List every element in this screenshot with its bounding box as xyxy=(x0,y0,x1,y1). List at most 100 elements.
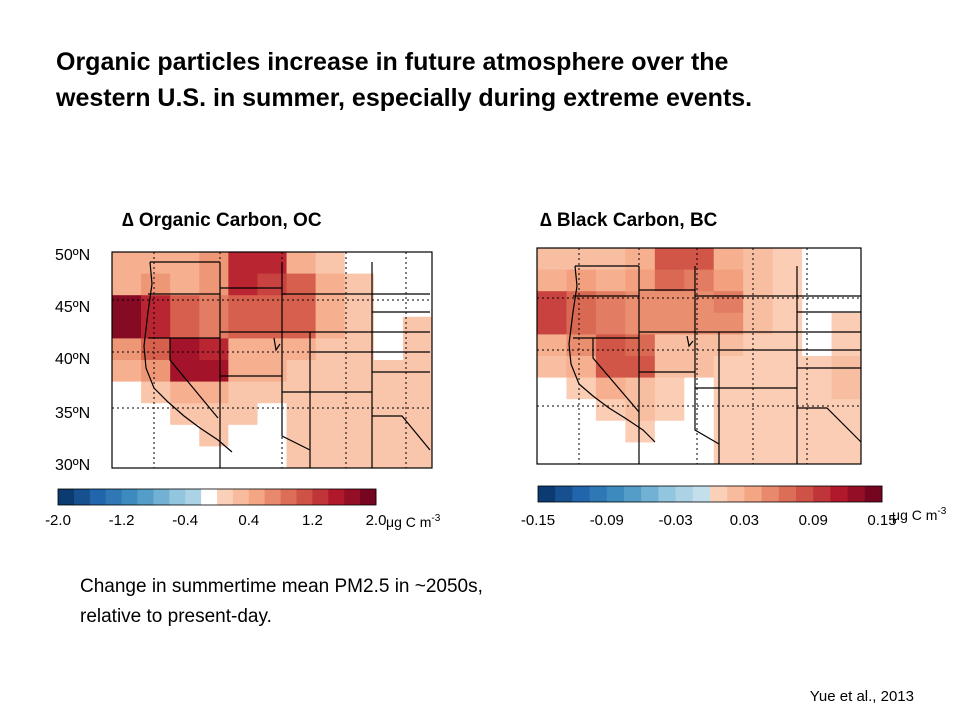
bc-colorbar-unit: μg C m-3 xyxy=(892,506,947,523)
bc-colorbar-bin xyxy=(589,486,608,502)
heatmap-cell xyxy=(141,381,171,404)
oc-colorbar-bin xyxy=(58,489,75,505)
heatmap-cell xyxy=(772,248,803,271)
heatmap-cell xyxy=(286,424,317,447)
title-line-1: Organic particles increase in future atm… xyxy=(56,48,729,76)
heatmap-cell xyxy=(373,338,404,361)
oc-colorbar-bin xyxy=(264,489,281,505)
heatmap-cell xyxy=(402,252,433,275)
heatmap-cell xyxy=(315,381,346,404)
heatmap-cell xyxy=(170,252,200,275)
bc-heatmap-cells xyxy=(537,248,862,465)
heatmap-cell xyxy=(743,312,774,335)
heatmap-cell xyxy=(743,377,774,400)
heatmap-cell xyxy=(625,399,656,422)
oc-colorbar-bin xyxy=(185,489,202,505)
heatmap-cell xyxy=(228,424,258,447)
bc-colorbar-bin xyxy=(710,486,728,502)
heatmap-cell xyxy=(199,360,229,383)
heatmap-cell xyxy=(112,338,142,361)
heatmap-cell xyxy=(199,424,229,447)
heatmap-cell xyxy=(286,252,317,275)
heatmap-cell xyxy=(199,381,229,404)
heatmap-cell xyxy=(772,399,803,422)
oc-colorbar-bin xyxy=(73,489,91,505)
heatmap-cell xyxy=(537,377,567,400)
heatmap-cell xyxy=(595,269,626,292)
heatmap-cell xyxy=(625,312,656,335)
heatmap-cell xyxy=(831,377,862,400)
bc-colorbar-tick-label: -0.15 xyxy=(521,512,555,529)
oc-colorbar-tick-label: -0.4 xyxy=(172,512,198,529)
heatmap-cell xyxy=(315,338,346,361)
heatmap-cell xyxy=(344,360,375,383)
bc-colorbar-tick-label: -0.03 xyxy=(658,512,692,529)
heatmap-cell xyxy=(141,403,171,426)
heatmap-cell xyxy=(566,269,597,292)
heatmap-cell xyxy=(170,424,200,447)
heatmap-cell xyxy=(802,269,833,292)
heatmap-cell xyxy=(654,356,685,379)
heatmap-cell xyxy=(802,334,833,357)
heatmap-cell xyxy=(802,312,833,335)
heatmap-cell xyxy=(772,377,803,400)
heatmap-cell xyxy=(831,248,862,271)
heatmap-cell xyxy=(654,312,685,335)
oc-colorbar-bin xyxy=(201,489,218,505)
oc-colorbar-tick-label: -2.0 xyxy=(45,512,71,529)
heatmap-cell xyxy=(344,424,375,447)
heatmap-cell xyxy=(684,248,715,271)
oc-graticule xyxy=(112,252,432,468)
heatmap-cell xyxy=(713,269,744,292)
heatmap-cell xyxy=(743,442,774,465)
heatmap-cell xyxy=(402,295,433,318)
heatmap-cell xyxy=(595,334,626,357)
oc-colorbar-bin xyxy=(169,489,186,505)
heatmap-cell xyxy=(625,291,656,314)
heatmap-cell xyxy=(625,248,656,271)
heatmap-cell xyxy=(713,291,744,314)
heatmap-cell xyxy=(831,312,862,335)
heatmap-cell xyxy=(713,399,744,422)
heatmap-cell xyxy=(228,273,258,296)
heatmap-cell xyxy=(537,442,567,465)
heatmap-cell xyxy=(141,360,171,383)
heatmap-cell xyxy=(257,316,288,339)
heatmap-cell xyxy=(537,356,567,379)
bc-colorbar-bin xyxy=(847,486,866,502)
bc-colorbar-bin xyxy=(778,486,797,502)
heatmap-cell xyxy=(286,316,317,339)
heatmap-cell xyxy=(112,273,142,296)
heatmap-cell xyxy=(112,295,142,318)
heatmap-cell xyxy=(170,403,200,426)
heatmap-cell xyxy=(141,295,171,318)
oc-colorbar-bin xyxy=(89,489,107,505)
heatmap-cell xyxy=(286,295,317,318)
heatmap-cell xyxy=(595,420,626,443)
heatmap-cell xyxy=(286,381,317,404)
heatmap-cell xyxy=(344,273,375,296)
heatmap-cell xyxy=(684,356,715,379)
heatmap-cell xyxy=(373,424,404,447)
heatmap-cell xyxy=(112,381,142,404)
bc-map-frame xyxy=(536,247,862,465)
heatmap-cell xyxy=(566,312,597,335)
bc-colorbar-tick-label: -0.09 xyxy=(590,512,624,529)
heatmap-cell xyxy=(802,356,833,379)
heatmap-cell xyxy=(595,399,626,422)
heatmap-cell xyxy=(228,316,258,339)
heatmap-cell xyxy=(112,446,142,469)
heatmap-cell xyxy=(170,338,200,361)
heatmap-cell xyxy=(772,291,803,314)
bc-colorbar-bin xyxy=(658,486,676,502)
bc-colorbar-bin xyxy=(761,486,780,502)
heatmap-cell xyxy=(257,273,288,296)
oc-colorbar-tick-label: 0.4 xyxy=(238,512,259,529)
heatmap-cell xyxy=(228,252,258,275)
heatmap-cell xyxy=(743,334,774,357)
heatmap-cell xyxy=(315,252,346,275)
heatmap-cell xyxy=(170,360,200,383)
heatmap-cell xyxy=(713,356,744,379)
oc-colorbar-bin xyxy=(312,489,329,505)
heatmap-cell xyxy=(537,334,567,357)
